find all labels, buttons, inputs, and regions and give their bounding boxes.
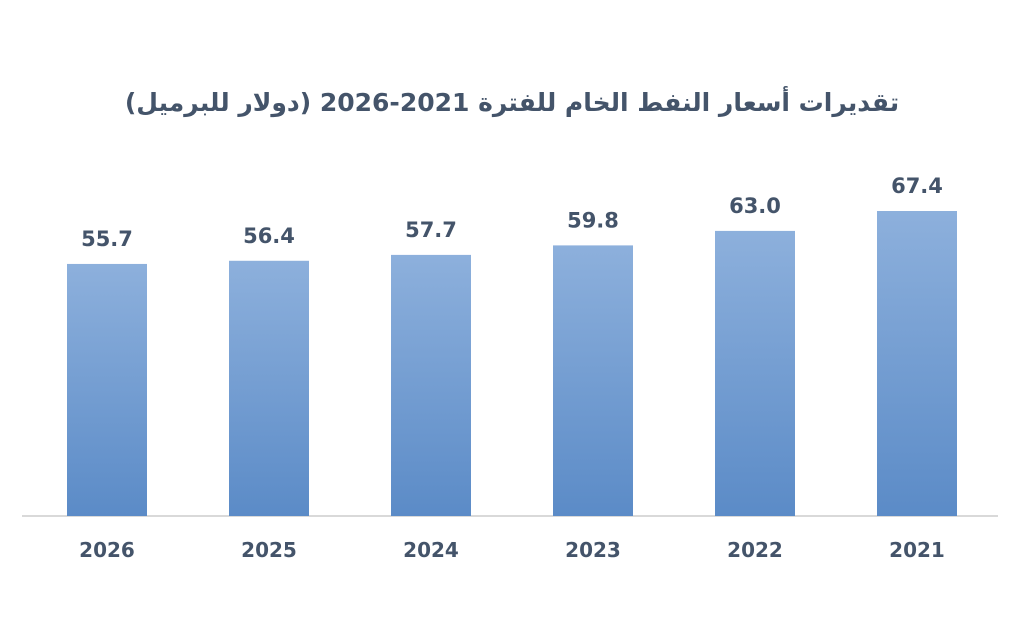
value-label-2023: 59.8 xyxy=(567,208,619,232)
x-tick-label-2024: 2024 xyxy=(403,538,459,562)
bar-2021 xyxy=(877,211,957,516)
chart-title: تقديرات أسعار النفط الخام للفترة 2021-20… xyxy=(125,86,899,118)
x-tick-label-2023: 2023 xyxy=(565,538,621,562)
bar-2024 xyxy=(391,254,471,516)
value-label-2022: 63.0 xyxy=(729,194,781,218)
bars-group: 55.7 2026 56.4 2025 57.7 2024 59.8 2023 63.0 2022… xyxy=(67,174,957,562)
value-label-2025: 56.4 xyxy=(243,224,295,248)
bar-2023 xyxy=(553,245,633,516)
x-tick-label-2025: 2025 xyxy=(241,538,297,562)
value-label-2024: 57.7 xyxy=(405,218,457,242)
value-label-2026: 55.7 xyxy=(81,227,133,251)
bar-2022 xyxy=(715,230,795,516)
bar-2025 xyxy=(229,260,309,516)
value-label-2021: 67.4 xyxy=(891,174,943,198)
x-tick-label-2022: 2022 xyxy=(727,538,783,562)
x-tick-label-2026: 2026 xyxy=(79,538,135,562)
bar-2026 xyxy=(67,263,147,516)
x-tick-label-2021: 2021 xyxy=(889,538,945,562)
